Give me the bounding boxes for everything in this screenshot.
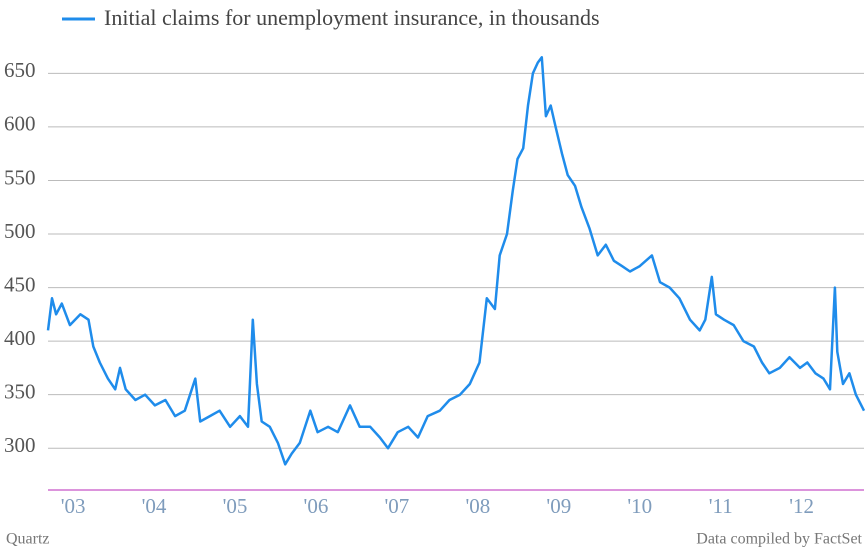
y-tick-label: 650 — [4, 58, 36, 82]
source: Data compiled by FactSet — [696, 531, 862, 548]
y-tick-label: 450 — [4, 272, 36, 296]
x-tick-label: '12 — [789, 494, 814, 518]
data-line — [46, 56, 866, 466]
x-tick-label: '05 — [223, 494, 248, 518]
y-tick-label: 550 — [4, 165, 36, 189]
x-tick-label: '10 — [627, 494, 652, 518]
x-tick-label: '09 — [546, 494, 571, 518]
x-tick-label: '03 — [61, 494, 86, 518]
x-tick-label: '11 — [709, 494, 733, 518]
y-tick-label: 600 — [4, 112, 36, 136]
credit: Quartz — [6, 531, 50, 548]
y-tick-label: 500 — [4, 219, 36, 243]
x-tick-label: '08 — [465, 494, 490, 518]
legend-label: Initial claims for unemployment insuranc… — [104, 5, 600, 30]
y-tick-label: 350 — [4, 379, 36, 403]
x-tick-label: '06 — [304, 494, 329, 518]
y-tick-label: 400 — [4, 326, 36, 350]
y-tick-label: 300 — [4, 433, 36, 457]
x-tick-label: '07 — [385, 494, 410, 518]
x-tick-label: '04 — [142, 494, 167, 518]
